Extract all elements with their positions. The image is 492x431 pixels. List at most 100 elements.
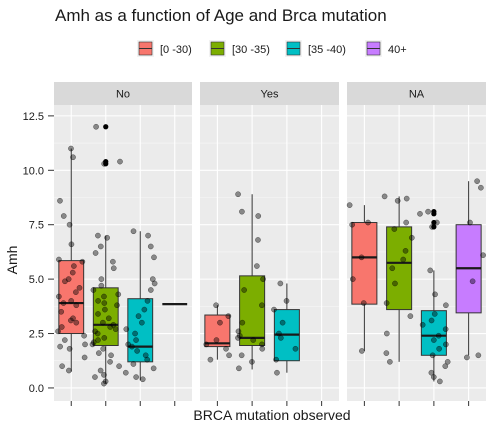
data-point — [100, 319, 106, 326]
data-point — [400, 256, 407, 263]
data-point — [381, 193, 388, 200]
data-point — [235, 328, 242, 335]
data-point — [132, 330, 138, 337]
data-point — [94, 330, 101, 337]
data-point — [81, 332, 87, 339]
data-point — [425, 208, 431, 215]
y-tick-label: 0.0 — [29, 383, 44, 395]
facet-strip — [200, 82, 339, 105]
data-point — [110, 265, 117, 272]
data-point — [73, 319, 80, 326]
data-point — [97, 243, 104, 250]
data-point — [358, 254, 365, 261]
data-point — [112, 326, 119, 333]
data-point — [207, 356, 214, 363]
data-point — [236, 365, 242, 372]
data-point — [110, 258, 116, 265]
box-[0 -30) — [203, 302, 232, 363]
data-point — [81, 354, 88, 361]
data-point — [417, 210, 423, 217]
data-point — [443, 302, 449, 309]
outlier-point — [103, 124, 109, 130]
data-point — [429, 352, 436, 359]
data-point — [151, 280, 158, 287]
data-point — [139, 376, 146, 383]
data-point — [271, 306, 277, 313]
box-[35 -40) — [122, 228, 158, 383]
data-point — [249, 358, 255, 365]
data-point — [259, 341, 265, 348]
data-point — [213, 337, 220, 343]
data-point — [389, 265, 396, 272]
data-point — [383, 350, 390, 356]
box-iqr — [239, 275, 266, 346]
data-point — [203, 341, 210, 348]
data-point — [474, 178, 480, 185]
data-point — [60, 300, 67, 306]
y-tick-label: 5.0 — [29, 274, 44, 286]
data-point — [130, 228, 137, 235]
data-point — [105, 315, 112, 322]
data-point — [391, 226, 398, 232]
data-point — [365, 219, 371, 226]
y-axis: 0.0 2.5 5.0 7.5 10.0 12.5 — [23, 111, 54, 395]
data-point — [217, 319, 223, 326]
data-point — [142, 352, 149, 359]
data-point — [79, 258, 86, 265]
y-tick-label: 12.5 — [23, 111, 44, 123]
data-point — [101, 372, 107, 378]
data-point — [274, 369, 280, 376]
box-iqr — [420, 310, 447, 356]
data-point — [62, 278, 68, 285]
data-point — [437, 378, 443, 385]
data-point — [115, 291, 122, 298]
data-point — [70, 154, 76, 161]
data-point — [435, 332, 442, 339]
data-point — [394, 197, 401, 204]
data-point — [102, 306, 108, 313]
data-point — [430, 374, 437, 380]
data-point — [145, 232, 151, 239]
data-point — [101, 293, 107, 300]
data-point — [69, 269, 76, 276]
y-tick-label: 2.5 — [29, 329, 44, 341]
data-point — [68, 317, 74, 324]
data-point — [57, 197, 63, 204]
data-point — [464, 354, 470, 361]
data-point — [278, 335, 284, 341]
data-point — [73, 302, 80, 309]
data-point — [360, 300, 367, 306]
data-point — [66, 345, 73, 352]
data-point — [68, 298, 75, 304]
facet-panel-no: No — [54, 82, 192, 406]
data-point — [383, 330, 390, 337]
data-point — [469, 278, 476, 285]
data-point — [107, 324, 114, 330]
data-point — [392, 280, 398, 287]
data-point — [58, 308, 65, 315]
box-[30 -35) — [381, 193, 415, 365]
legend: [0 -30) [30 -35) [35 -40) 40+ — [137, 40, 407, 57]
y-axis-label: Amh — [4, 246, 20, 275]
facet-strip-label: Yes — [261, 89, 279, 101]
facet-strip-label: NA — [409, 89, 425, 101]
data-point — [144, 298, 151, 304]
data-point — [402, 247, 409, 254]
data-point — [95, 311, 101, 317]
box-[0 -30) — [55, 145, 88, 374]
data-point — [117, 158, 123, 165]
data-point — [403, 219, 410, 226]
data-point — [279, 319, 286, 326]
data-point — [101, 300, 108, 306]
data-point — [104, 234, 110, 241]
data-point — [68, 145, 74, 152]
data-point — [383, 300, 390, 306]
data-point — [283, 298, 290, 304]
data-point — [73, 289, 79, 296]
box-iqr — [386, 226, 413, 311]
box-[30 -35) — [89, 123, 123, 387]
data-point — [89, 341, 96, 348]
data-point — [101, 335, 108, 341]
outlier-point — [431, 224, 437, 230]
data-point — [277, 280, 284, 287]
